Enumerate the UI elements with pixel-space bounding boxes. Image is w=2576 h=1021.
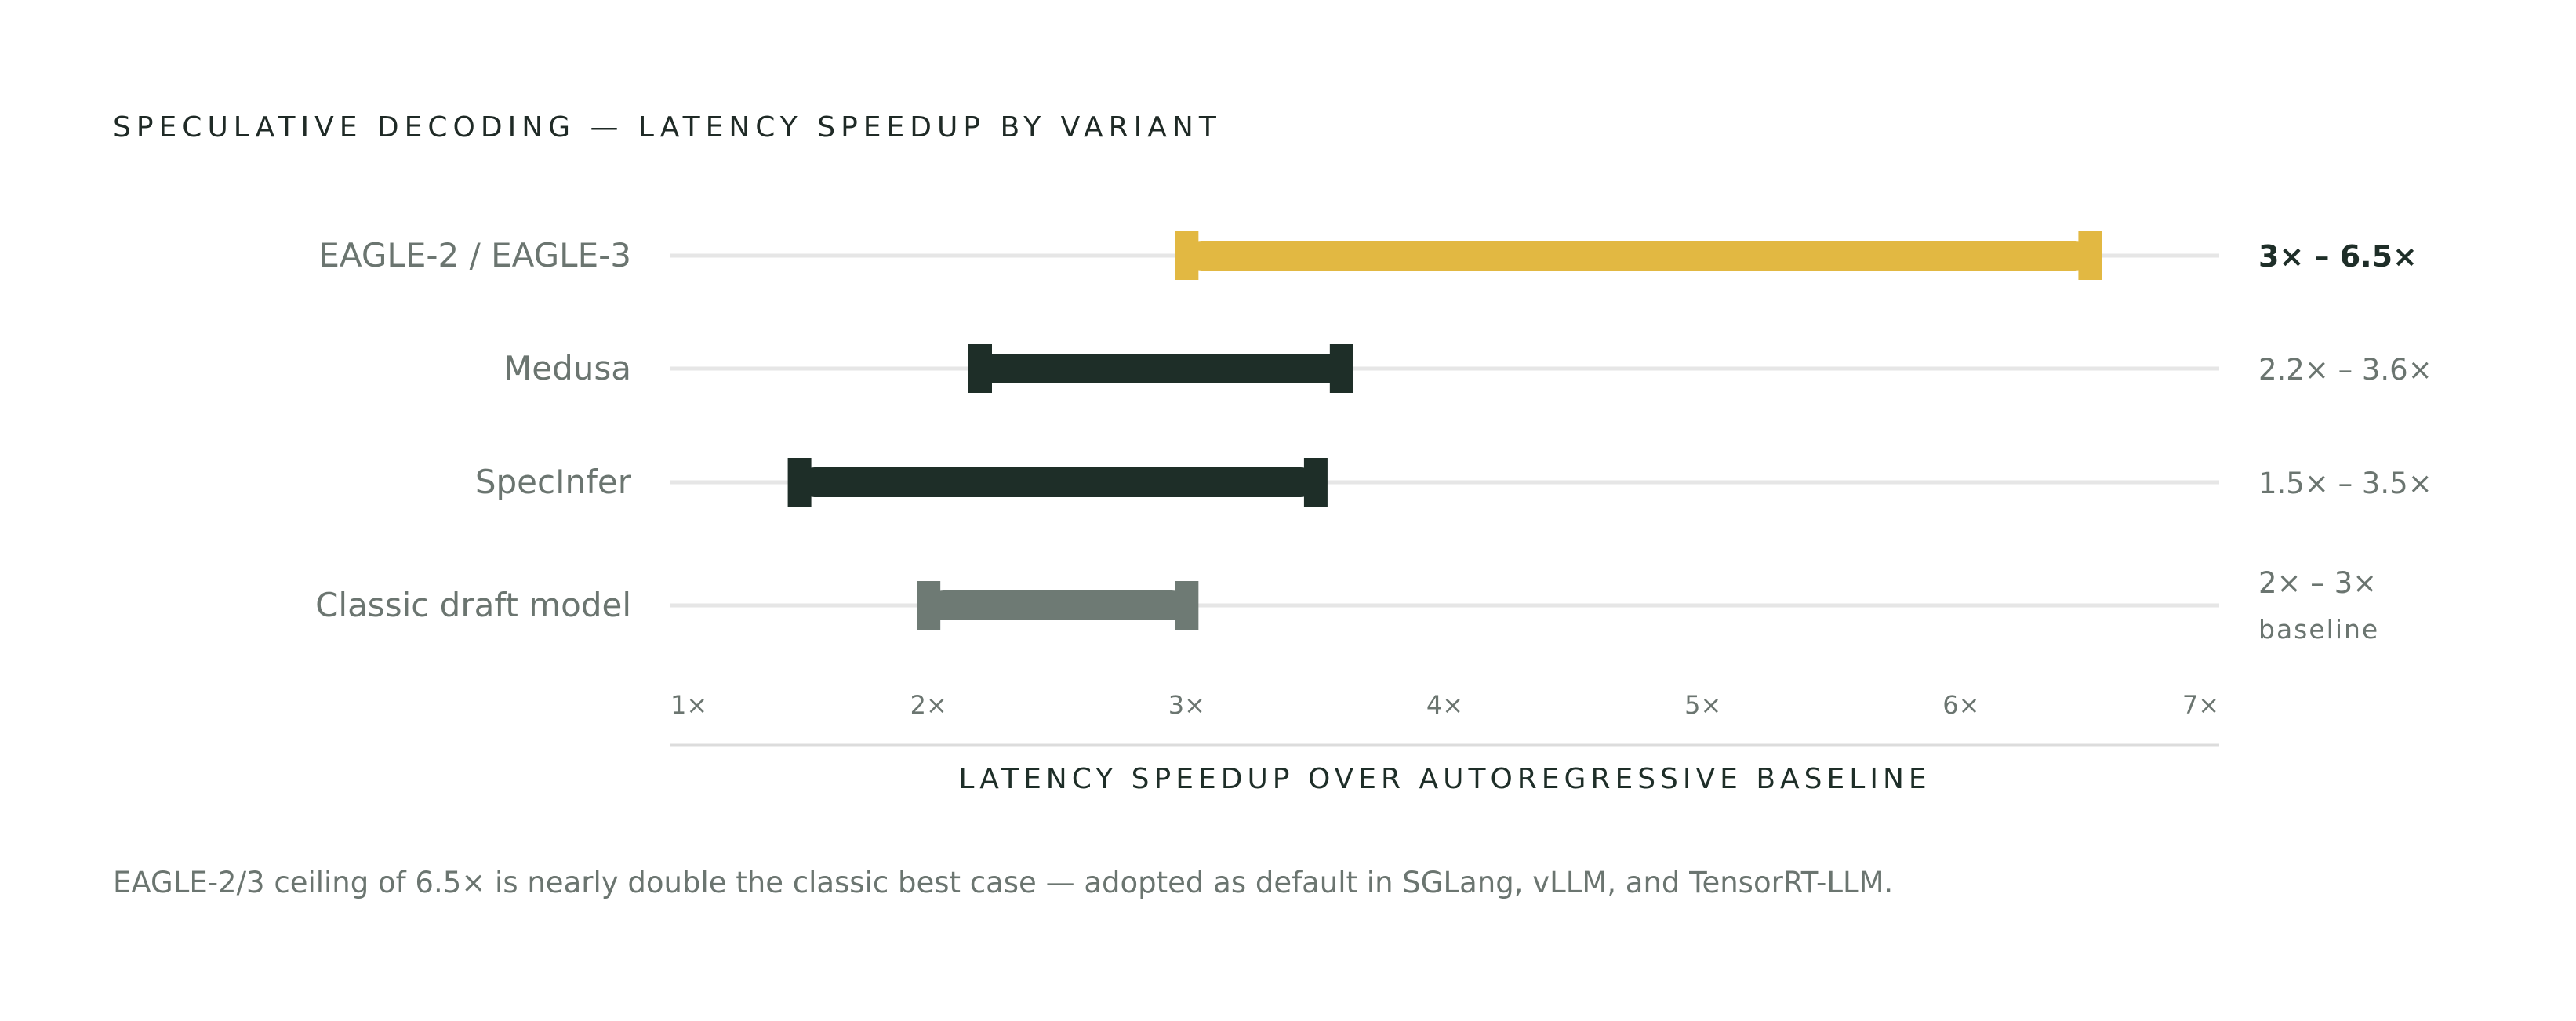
x-tick-label: 2× [910,690,947,720]
chart-title: SPECULATIVE DECODING — LATENCY SPEEDUP B… [113,111,1222,144]
range-cap-high [1303,458,1328,507]
x-tick-label: 5× [1684,690,1721,720]
x-tick-label: 7× [2182,690,2219,720]
x-tick-label: 4× [1426,690,1463,720]
range-cap-low [1175,231,1199,280]
x-tick-label: 1× [670,690,707,720]
range-bar [799,467,1316,497]
range-cap-high [1329,344,1353,393]
x-tick-label: 3× [1168,690,1205,720]
category-label: Medusa [503,349,631,387]
range-bar [1186,241,2091,271]
x-axis-title: LATENCY SPEEDUP OVER AUTOREGRESSIVE BASE… [958,763,1931,795]
range-cap-low [917,581,941,630]
category-label: SpecInfer [475,463,632,501]
category-label: Classic draft model [315,586,631,624]
range-bar [980,354,1342,383]
footnote: EAGLE-2/3 ceiling of 6.5× is nearly doub… [113,866,1894,899]
category-label: EAGLE-2 / EAGLE-3 [318,236,631,274]
range-value-label: 2.2× – 3.6× [2258,353,2432,387]
x-tick-label: 6× [1942,690,1979,720]
range-cap-low [968,344,992,393]
range-cap-high [2078,231,2102,280]
range-value-label: 2× – 3× [2258,566,2377,600]
range-cap-low [787,458,812,507]
range-sublabel: baseline [2258,614,2379,645]
range-value-label: 1.5× – 3.5× [2258,467,2432,500]
range-bar [928,590,1187,620]
range-cap-high [1175,581,1199,630]
range-value-label: 3× – 6.5× [2258,239,2418,274]
